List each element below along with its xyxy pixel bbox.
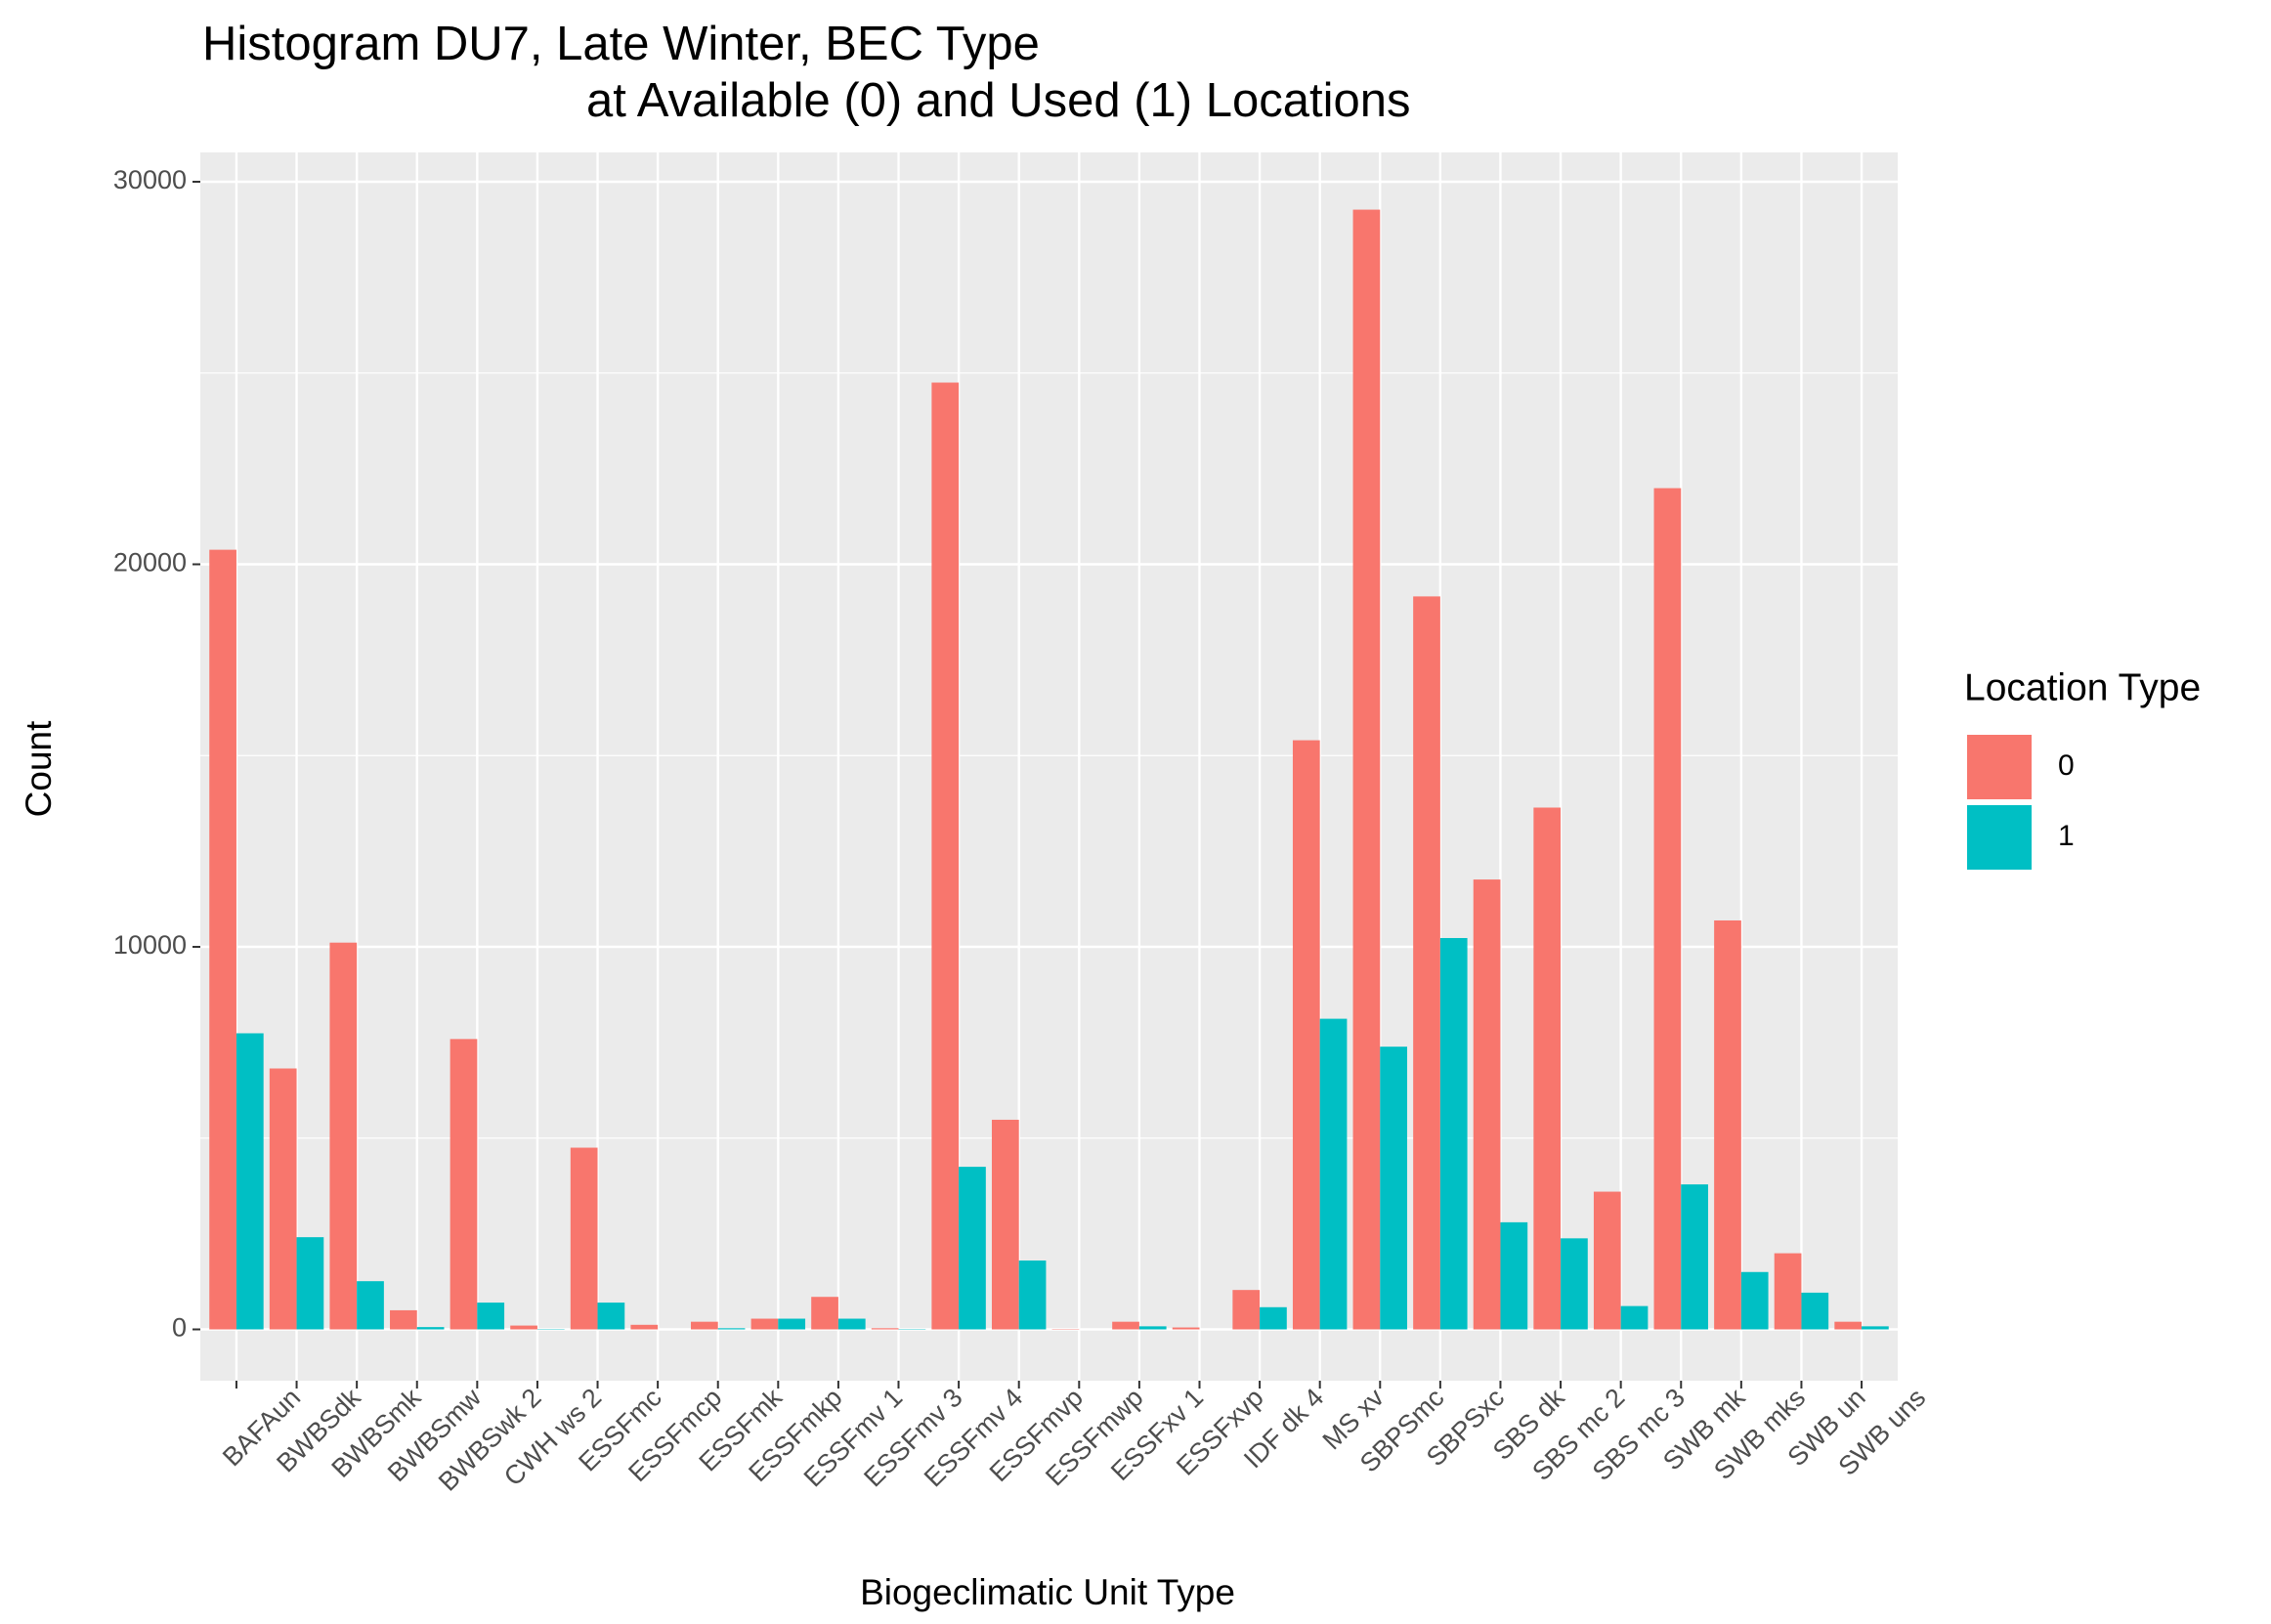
bar: [209, 549, 236, 1330]
bar: [811, 1297, 838, 1330]
bar: [1801, 1292, 1829, 1330]
bar: [1593, 1191, 1621, 1330]
bar: [1352, 209, 1381, 1330]
bar: [778, 1318, 806, 1330]
bar: [1740, 1271, 1769, 1330]
y-tick-label: 30000: [113, 165, 187, 194]
bar: [1862, 1326, 1889, 1330]
bar: [1413, 596, 1440, 1330]
x-axis-label: Biogeclimatic Unit Type: [860, 1572, 1235, 1612]
bar: [1561, 1238, 1588, 1330]
y-tick-label: 20000: [113, 548, 187, 577]
bar: [837, 1318, 866, 1330]
bar: [329, 942, 358, 1330]
bar: [1439, 937, 1468, 1330]
bar: [1834, 1321, 1863, 1330]
bar: [510, 1325, 537, 1330]
y-tick-label: 0: [172, 1313, 187, 1343]
legend-key: [1967, 805, 2032, 870]
chart-title: at Available (0) and Used (1) Locations: [586, 74, 1410, 127]
bar: [477, 1303, 505, 1330]
y-tick-label: 10000: [113, 930, 187, 960]
bar: [1138, 1326, 1167, 1330]
bar: [1533, 807, 1562, 1330]
bar: [1292, 740, 1320, 1330]
bar: [450, 1039, 478, 1330]
bar: [357, 1281, 384, 1330]
bar: [1232, 1290, 1261, 1330]
legend-key: [1967, 735, 2032, 799]
bar: [1380, 1047, 1407, 1330]
bar: [1774, 1253, 1802, 1330]
bar: [931, 382, 960, 1330]
bar: [597, 1303, 625, 1330]
bar: [750, 1318, 779, 1330]
bar: [1620, 1305, 1649, 1330]
bar: [1018, 1261, 1047, 1330]
bar: [236, 1033, 264, 1330]
bar: [390, 1309, 417, 1330]
bar: [1112, 1321, 1139, 1330]
chart-title: Histogram DU7, Late Winter, BEC Type: [202, 18, 1040, 70]
bar: [570, 1147, 598, 1330]
y-axis-label: Count: [19, 720, 59, 817]
bar: [691, 1321, 718, 1330]
bar: [269, 1068, 297, 1330]
bar: [1473, 879, 1501, 1330]
bar: [1172, 1327, 1200, 1330]
bar: [630, 1324, 659, 1330]
bar: [991, 1119, 1019, 1330]
bar: [1714, 919, 1741, 1330]
bar: [416, 1327, 445, 1330]
legend-title: Location Type: [1964, 666, 2201, 708]
bar: [1653, 488, 1682, 1330]
bar: [717, 1328, 746, 1330]
legend-label: 1: [2058, 820, 2075, 852]
bar: [296, 1237, 324, 1330]
bar: [959, 1167, 986, 1330]
bar: [871, 1328, 899, 1330]
bar: [1500, 1221, 1528, 1330]
legend-label: 0: [2058, 749, 2075, 782]
bar: [1681, 1184, 1708, 1330]
bar: [1260, 1306, 1287, 1330]
bar: [1319, 1018, 1348, 1330]
panel: [200, 152, 1898, 1381]
